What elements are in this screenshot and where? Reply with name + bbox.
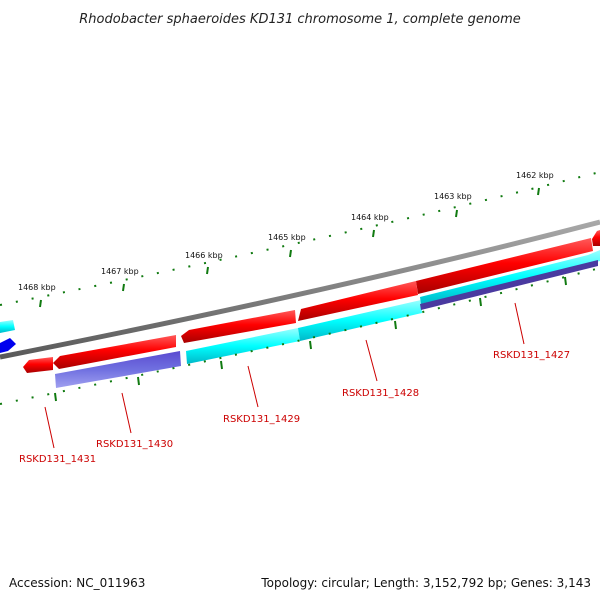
gene-label: RSKD131_1431 <box>19 454 96 465</box>
gene-arrow-cyan-partial <box>0 320 15 333</box>
ruler-label: 1464 kbp <box>351 213 389 222</box>
gene-arrow-forward <box>53 335 176 369</box>
ruler-label: 1463 kbp <box>434 192 472 201</box>
outer-ruler-major-ticks <box>39 187 540 308</box>
ruler-label: 1466 kbp <box>185 251 223 260</box>
gene-arrow-forward <box>23 357 53 373</box>
gene-arrow-forward <box>181 310 296 343</box>
ruler-label: 1468 kbp <box>18 283 56 292</box>
ruler-label: 1462 kbp <box>516 171 554 180</box>
gene-arrow-forward <box>416 238 593 294</box>
ruler-label: 1467 kbp <box>101 267 139 276</box>
gene-arrow-reverse <box>420 250 600 304</box>
gene-arrow-reverse-dark <box>420 260 598 310</box>
gene-arrow-forward <box>298 281 418 321</box>
gene-label: RSKD131_1429 <box>223 414 300 425</box>
gene-label-leaders <box>44 302 525 449</box>
gene-arrow-reverse <box>186 328 300 364</box>
gene-arrow-reverse-purple <box>55 351 181 388</box>
inner-ruler-major-ticks <box>54 276 567 402</box>
outer-ruler-dots <box>0 171 600 306</box>
genome-summary-text: Topology: circular; Length: 3,152,792 bp… <box>260 576 591 590</box>
gene-label: RSKD131_1427 <box>493 350 570 361</box>
gene-label: RSKD131_1430 <box>96 439 173 450</box>
genome-backbone <box>0 219 600 360</box>
accession-text: Accession: NC_011963 <box>9 576 145 590</box>
gene-label: RSKD131_1428 <box>342 388 419 399</box>
ruler-label: 1465 kbp <box>268 233 306 242</box>
gene-arrow-blue-partial <box>0 338 16 353</box>
gene-arrow-reverse <box>298 300 422 341</box>
gene-arrow-forward-partial <box>592 230 600 246</box>
map-title: Rhodobacter sphaeroides KD131 chromosome… <box>79 12 520 27</box>
